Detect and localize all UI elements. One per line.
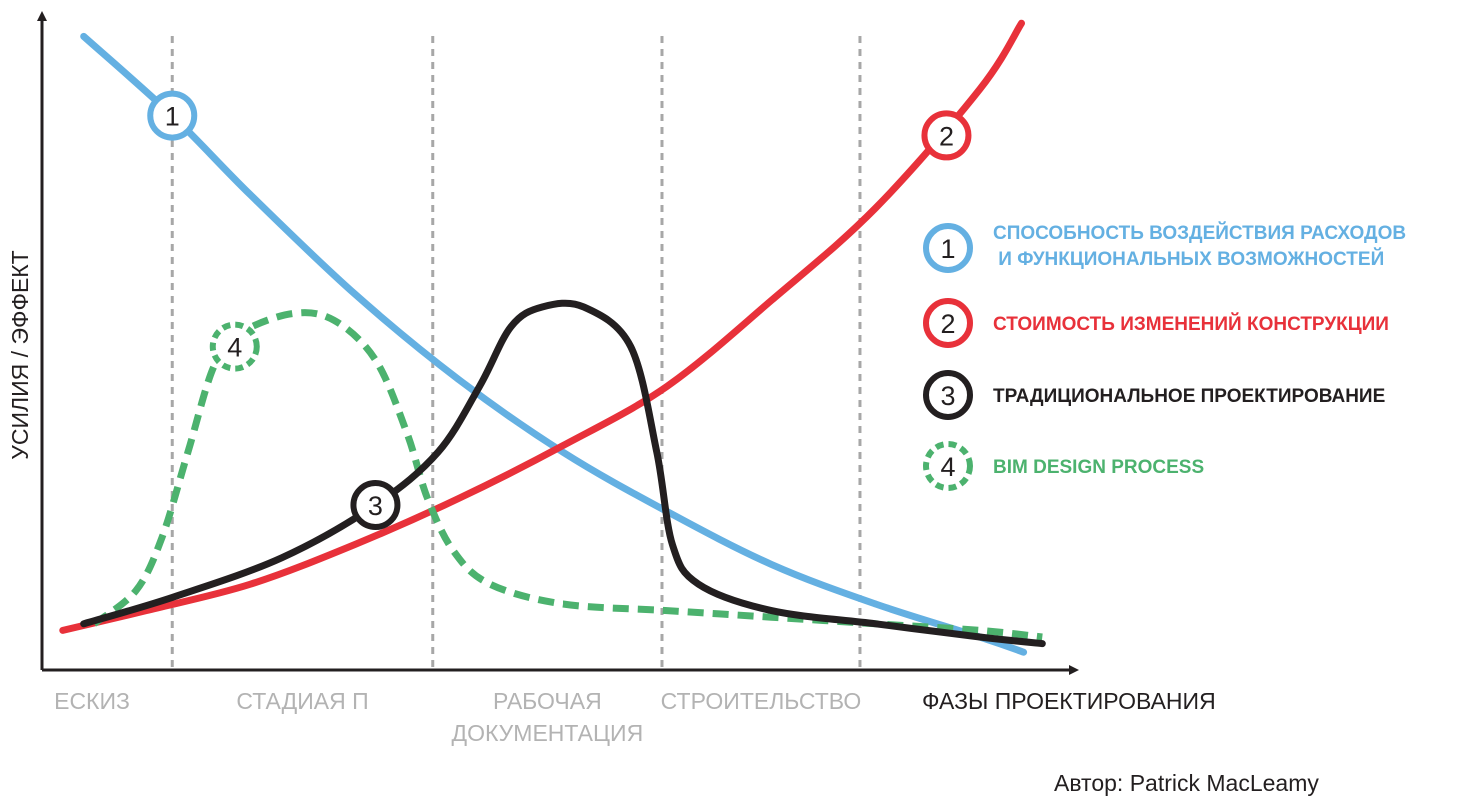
series-3-line <box>80 299 1046 648</box>
phase-labels: ЕСКИЗ СТАДИАЯ П РАБОЧАЯ ДОКУМЕНТАЦИЯ СТРОИТЕ… <box>54 688 861 746</box>
series-2-marker-circle <box>921 110 972 161</box>
legend-label-2: СТОИМОСТЬ ИЗМЕНЕНИЙ КОНСТРУКЦИИ <box>993 313 1389 335</box>
series-1-marker-circle <box>147 90 198 141</box>
series-1-marker-number: 1 <box>165 102 180 132</box>
legend-label-3: ТРАДИЦИОНАЛЬНОЕ ПРОЕКТИРОВАНИЕ <box>993 386 1385 407</box>
series-1-line <box>80 32 1028 656</box>
phase-boundaries <box>170 36 862 670</box>
legend-marker-2-number: 2 <box>940 309 955 339</box>
legend-marker-1-circle <box>923 223 973 273</box>
legend-marker-3: 3 <box>923 370 973 420</box>
series-3-marker: 3 <box>350 480 401 530</box>
series-4-marker-number: 4 <box>227 333 242 363</box>
legend-label-4: BIM DESIGN PROCESS <box>993 457 1204 478</box>
series-1-marker: 1 <box>147 90 198 141</box>
series-4-marker-circle <box>209 321 260 372</box>
legend-marker-4-number: 4 <box>940 452 955 482</box>
series-4-marker: 4 <box>209 321 260 372</box>
legend-marker-3-circle <box>923 370 973 420</box>
legend-marker-1: 1 <box>923 223 973 273</box>
phase-label-1: ЕСКИЗ <box>54 688 130 714</box>
curve-markers: 1 2 3 4 <box>147 90 972 530</box>
legend-marker-3-number: 3 <box>940 381 955 411</box>
legend-marker-2: 2 <box>923 298 973 348</box>
legend: 1 СПОСОБНОСТЬ ВОЗДЕЙСТВИЯ РАСХОДОВ И ФУНК… <box>923 222 1406 491</box>
y-axis-title: УСИЛИЯ / ЭФФЕКТ <box>7 250 33 459</box>
legend-marker-4-circle <box>923 441 973 491</box>
legend-marker-1-number: 1 <box>940 234 955 264</box>
series-3-marker-circle <box>350 480 401 530</box>
series-3-marker-number: 3 <box>368 491 383 521</box>
series-4-line <box>91 309 1043 641</box>
phase-label-4: СТРОИТЕЛЬСТВО <box>661 688 862 714</box>
curves <box>59 19 1046 656</box>
axes <box>37 11 1079 675</box>
series-2-marker-number: 2 <box>939 121 954 151</box>
legend-label-1: СПОСОБНОСТЬ ВОЗДЕЙСТВИЯ РАСХОДОВ И ФУНКЦ… <box>993 222 1406 270</box>
x-axis-title: ФАЗЫ ПРОЕКТИРОВАНИЯ <box>922 688 1216 714</box>
series-2-marker: 2 <box>921 110 972 161</box>
legend-marker-2-circle <box>923 298 973 348</box>
phase-label-3: РАБОЧАЯ ДОКУМЕНТАЦИЯ <box>452 688 644 746</box>
phase-label-2: СТАДИАЯ П <box>236 688 368 714</box>
legend-marker-4: 4 <box>923 441 973 491</box>
series-2-line <box>59 19 1025 634</box>
author-credit: Автор: Patrick MacLeamy <box>1054 770 1319 796</box>
